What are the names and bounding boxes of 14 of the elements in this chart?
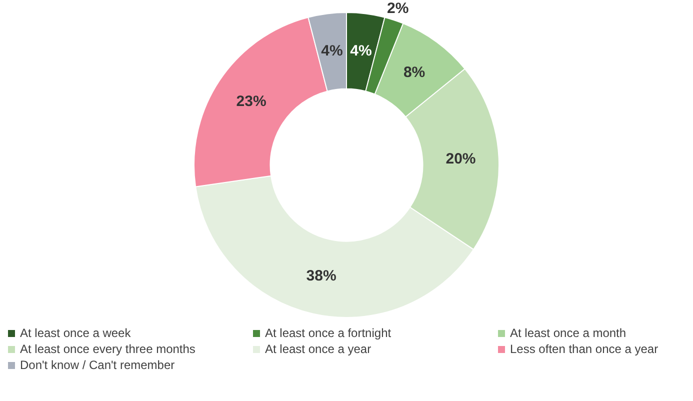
- data-label: 4%: [350, 42, 372, 60]
- data-label: 4%: [321, 42, 343, 60]
- legend-label: At least once a year: [265, 342, 372, 356]
- data-label: 20%: [446, 150, 476, 168]
- legend-label: At least once a week: [20, 326, 131, 340]
- data-label: 23%: [236, 92, 266, 110]
- legend-label: At least once every three months: [20, 342, 196, 356]
- legend-label: At least once a month: [510, 326, 626, 340]
- legend-label: At least once a fortnight: [265, 326, 392, 340]
- legend-label: Less often than once a year: [510, 342, 658, 356]
- legend-label: Don't know / Can't remember: [20, 358, 175, 372]
- data-label: 38%: [306, 268, 336, 285]
- data-label: 8%: [403, 64, 426, 82]
- data-label: 2%: [386, 0, 409, 17]
